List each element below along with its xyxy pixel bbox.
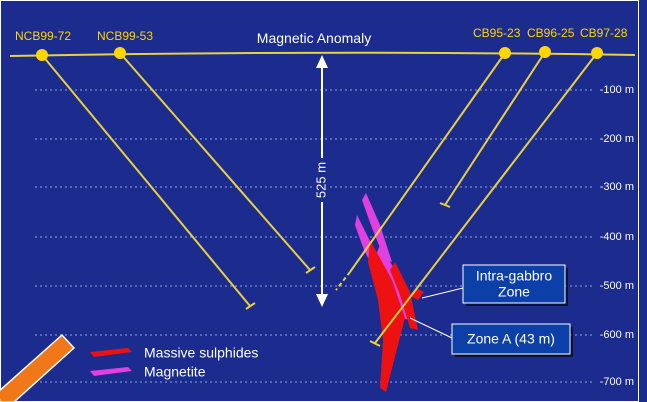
hole-label: NCB99-72 [15,29,71,43]
section-diagram: -100 m -200 m -300 m -400 m -500 m -600 … [0,0,647,402]
depth-label: -400 m [600,231,634,243]
hole-label: CB97-28 [580,26,628,40]
measurement-label: 525 m [313,162,328,198]
zone-label: Zone [498,284,530,300]
depth-label: -300 m [600,181,634,193]
zone-label: Intra-gabbro [476,268,552,284]
collar [36,49,48,61]
collar [539,46,551,58]
zone-label: Zone A (43 m) [467,331,555,347]
legend-label: Massive sulphides [144,345,258,361]
collar [591,47,603,59]
collar [499,47,511,59]
collar [114,47,126,59]
hole-label: CB95-23 [473,26,521,40]
depth-label: -500 m [600,280,634,292]
legend-label: Magnetite [144,364,206,380]
title: Magnetic Anomaly [257,30,371,46]
depth-label: -700 m [600,376,634,388]
page: {"title": "Magnetic Anomaly", "drill_hol… [0,0,647,402]
depth-label: -100 m [600,84,634,96]
depth-label: -600 m [600,329,634,341]
hole-label: NCB99-53 [97,29,153,43]
hole-label: CB96-25 [527,26,575,40]
depth-label: -200 m [600,133,634,145]
